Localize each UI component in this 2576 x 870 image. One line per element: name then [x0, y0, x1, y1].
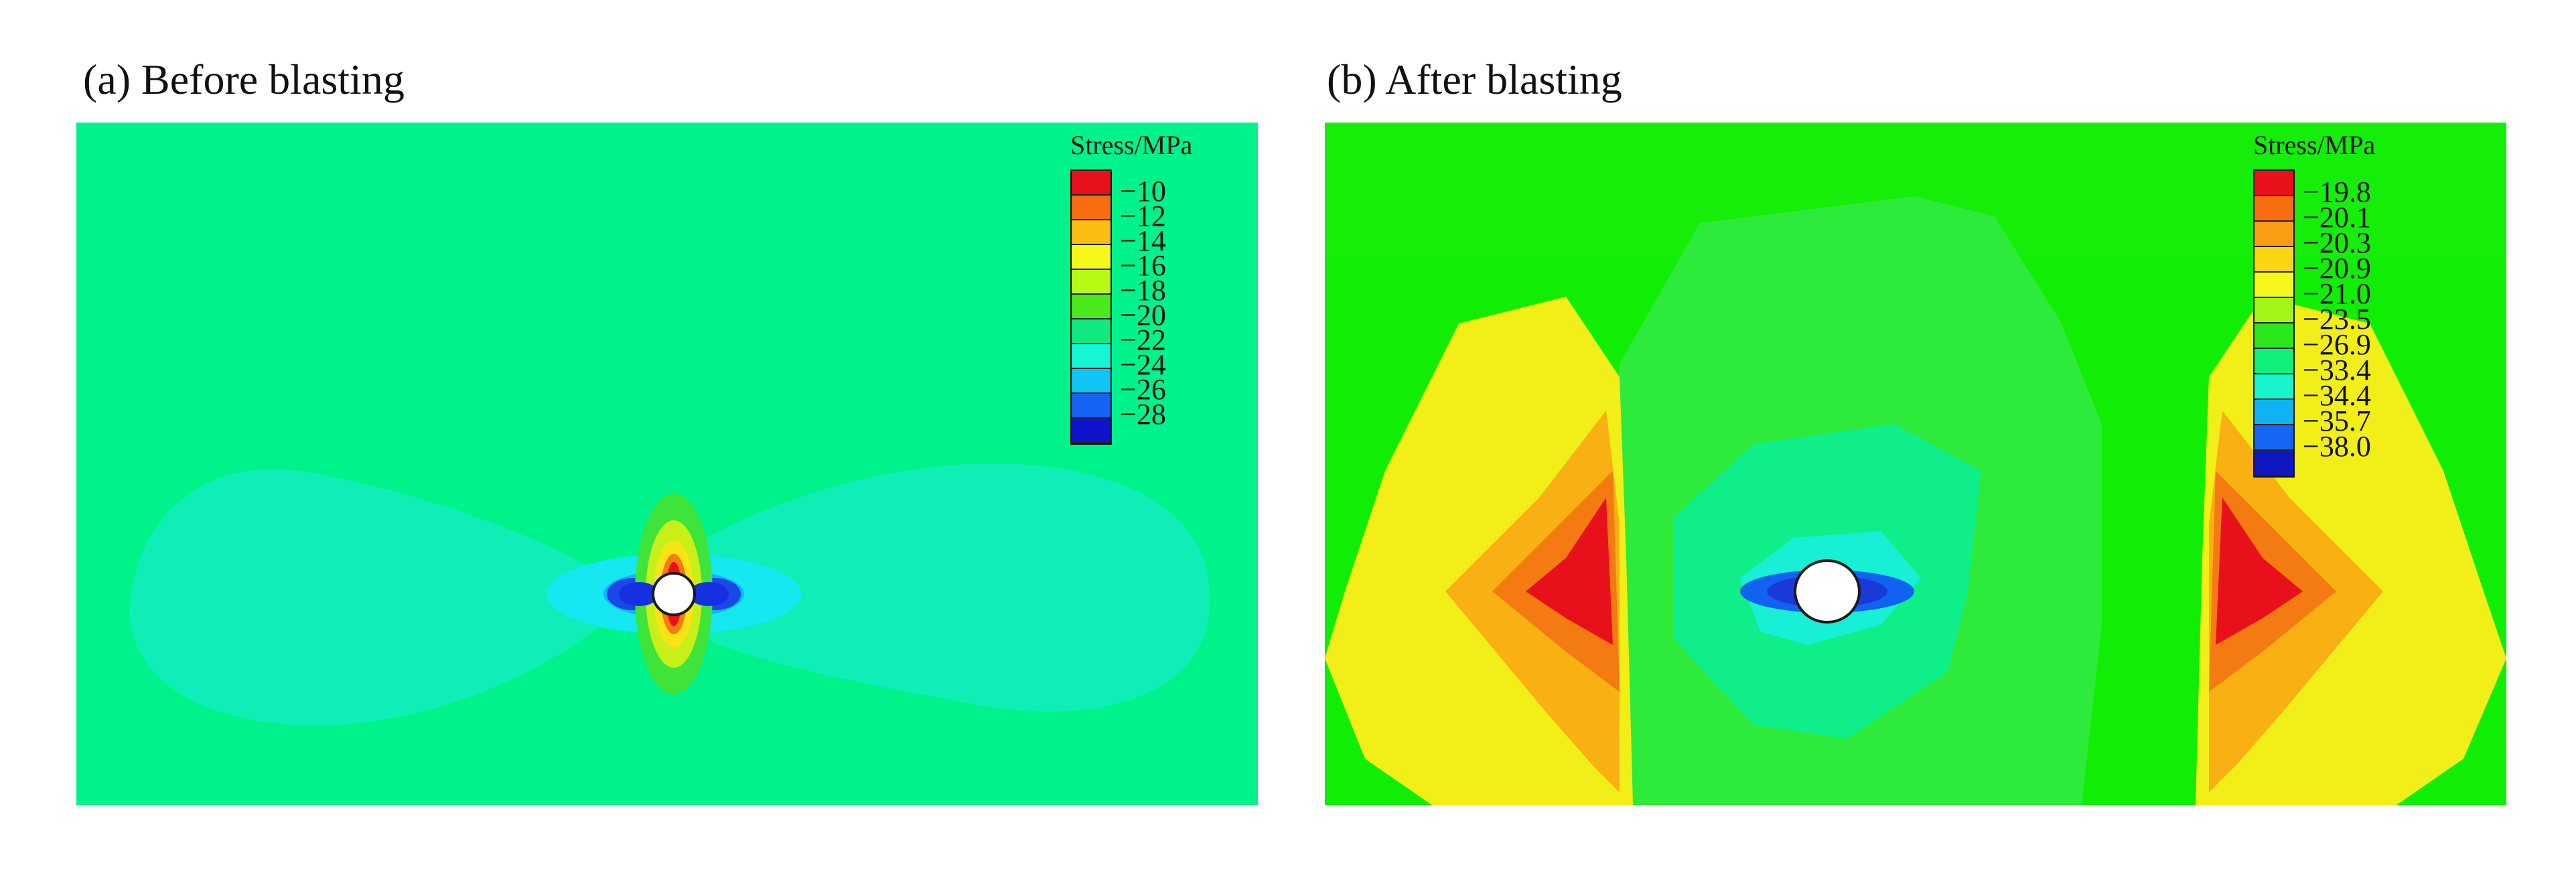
legend-color-cell: [2255, 323, 2293, 349]
legend-color-cell: [1072, 419, 1111, 443]
stress-field-before: [129, 463, 1210, 725]
legend-color-cell: [2255, 222, 2293, 247]
legend-color-cell: [2255, 196, 2293, 222]
legend-tick-label: −21.0: [2303, 277, 2371, 310]
stress-field-after: [1325, 123, 2506, 805]
legend-tick-label: −20.9: [2303, 252, 2371, 285]
legend-color-cell: [2255, 349, 2293, 374]
legend-tick-label: −22: [1120, 323, 1166, 356]
legend-title: Stress/MPa: [2253, 130, 2376, 160]
panel-a-title: (a) Before blasting: [83, 56, 405, 103]
legend-tick-label: −14: [1120, 224, 1166, 257]
contour-plot-before-blasting: Stress/MPa −10 −12 −14 −16 −18 −20 −22 −24 −26 −2…: [76, 123, 1258, 805]
legend-color-cell: [1072, 220, 1111, 245]
legend-color-cell: [1072, 319, 1111, 344]
stress-zone-blue-left: [619, 582, 659, 606]
legend-tick-label: −26.9: [2303, 328, 2371, 361]
legend-color-cell: [2255, 171, 2293, 196]
legend-color-cell: [1072, 171, 1111, 196]
legend-color-cell: [1072, 270, 1111, 295]
legend-tick-label: −33.4: [2303, 354, 2371, 386]
legend-color-cell: [1072, 369, 1111, 394]
legend-tick-label: −16: [1120, 249, 1166, 282]
legend-color-cell: [2255, 451, 2293, 476]
legend-tick-label: −23.5: [2303, 303, 2371, 336]
stress-wedge-left-red: [1526, 498, 1613, 645]
legend-tick-label: −35.7: [2303, 405, 2371, 437]
legend-tick-label: −20: [1120, 299, 1166, 332]
legend-color-cell: [1072, 344, 1111, 369]
legend-color-cell: [2255, 400, 2293, 425]
legend-color-cell: [1072, 394, 1111, 419]
legend-tick-label: −18: [1120, 274, 1166, 307]
legend-color-cell: [1072, 245, 1111, 270]
legend-tick-label: −10: [1120, 175, 1166, 208]
panel-b-title: (b) After blasting: [1327, 56, 1622, 103]
stress-wedge-right-red: [2216, 498, 2303, 645]
stress-zone-blue-right: [689, 582, 729, 606]
legend-tick-label: −20.3: [2303, 226, 2371, 259]
legend-tick-label: −24: [1120, 348, 1166, 381]
borehole: [652, 572, 696, 616]
legend-color-cell: [2255, 374, 2293, 400]
legend-color-cell: [2255, 273, 2293, 298]
legend-colorbar: [2253, 169, 2295, 478]
legend-color-cell: [2255, 425, 2293, 451]
legend-color-cell: [1072, 295, 1111, 319]
legend-tick-label: −26: [1120, 373, 1166, 406]
legend-colorbar: [1070, 169, 1112, 445]
borehole: [1794, 559, 1861, 624]
legend-tick-label: −38.0: [2303, 430, 2371, 463]
legend-color-cell: [1072, 196, 1111, 220]
legend-tick-label: −19.8: [2303, 175, 2371, 208]
legend-tick-label: −20.1: [2303, 201, 2371, 234]
legend-title: Stress/MPa: [1070, 130, 1193, 160]
legend-tick-label: −12: [1120, 200, 1166, 232]
contour-plot-after-blasting: Stress/MPa −19.8 −20.1 −20.3 −20.9 −21.0 −23.…: [1325, 123, 2506, 805]
legend-tick-label: −34.4: [2303, 379, 2371, 412]
legend-color-cell: [2255, 298, 2293, 323]
legend-tick-label: −28: [1120, 398, 1166, 431]
legend-color-cell: [2255, 247, 2293, 273]
